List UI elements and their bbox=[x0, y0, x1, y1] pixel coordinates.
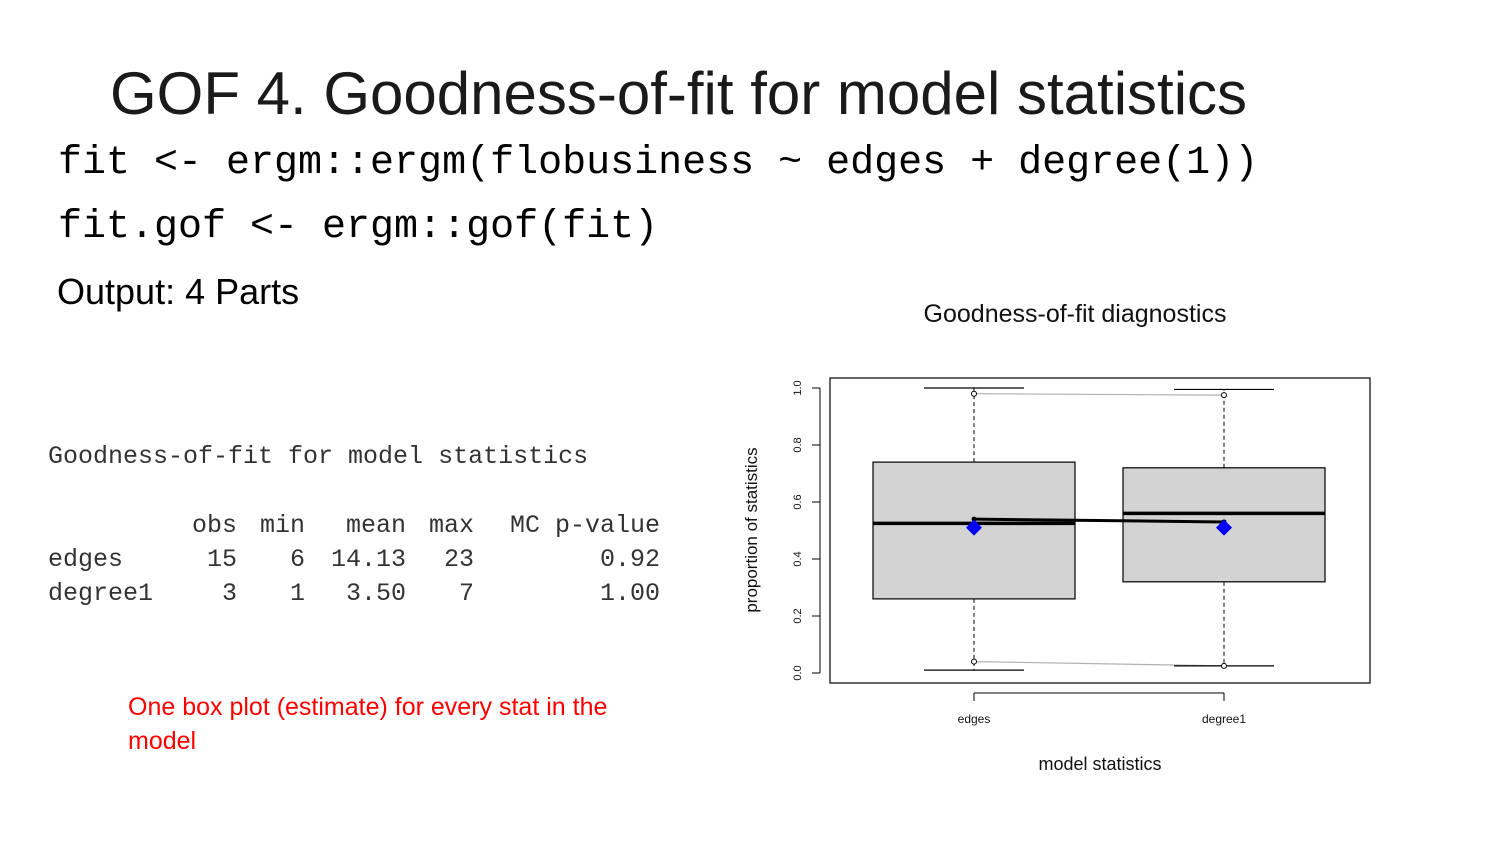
table-cell: 14.13 bbox=[330, 545, 406, 574]
observed-point bbox=[966, 519, 982, 536]
chart-title: Goodness-of-fit diagnostics bbox=[924, 300, 1227, 328]
code-line-gof: fit.gof <- ergm::gof(fit) bbox=[58, 205, 659, 250]
table-row: edges 15 6 14.13 23 0.92 bbox=[48, 543, 660, 577]
table-header-cell bbox=[48, 509, 183, 543]
gof-diagnostics-chart: Goodness-of-fit diagnostics 0.0 0.2 0.4 0.6… bbox=[742, 300, 1371, 774]
table-cell: 0.92 bbox=[599, 545, 660, 574]
slide-title: GOF 4. Goodness-of-fit for model statist… bbox=[110, 60, 1248, 127]
y-tick-label: 0.8 bbox=[792, 437, 804, 452]
y-tick-label: 0.4 bbox=[792, 551, 804, 566]
table-cell: 7 bbox=[458, 579, 474, 608]
table-header-row: obs min mean max MC p-value bbox=[48, 509, 660, 543]
table-header-cell: obs bbox=[191, 511, 237, 540]
mean-point bbox=[971, 516, 977, 522]
observed-points bbox=[966, 519, 1232, 536]
output-subheading: Output: 4 Parts bbox=[57, 271, 300, 312]
table-cell: 23 bbox=[443, 545, 474, 574]
table-cell: 1.00 bbox=[599, 579, 660, 608]
gof-output-table: obs min mean max MC p-value edges 15 6 1… bbox=[48, 509, 660, 611]
table-cell: 6 bbox=[289, 545, 305, 574]
table-header-cell: max bbox=[428, 511, 474, 540]
code-line-fit: fit <- ergm::ergm(flobusiness ~ edges + … bbox=[58, 141, 1259, 186]
upper-bound-point bbox=[971, 390, 977, 397]
upper-bound-line bbox=[973, 393, 1225, 396]
table-header-cell: min bbox=[259, 511, 305, 540]
table-cell: 1 bbox=[289, 579, 305, 608]
x-axis-label: model statistics bbox=[1038, 754, 1161, 774]
bound-lines bbox=[973, 393, 1225, 667]
x-axis: edges degree1 bbox=[958, 692, 1246, 726]
y-tick-label: 0.0 bbox=[792, 665, 804, 680]
y-axis: 0.0 0.2 0.4 0.6 0.8 1.0 bbox=[792, 380, 821, 681]
y-tick-label: 1.0 bbox=[792, 380, 804, 395]
gof-output-heading: Goodness-of-fit for model statistics bbox=[48, 442, 589, 471]
y-axis-label: proportion of statistics bbox=[742, 447, 761, 612]
table-header-cell: mean bbox=[345, 511, 406, 540]
y-tick-label: 0.6 bbox=[792, 494, 804, 509]
table-cell: edges bbox=[48, 545, 124, 574]
lower-bound-line bbox=[973, 661, 1225, 667]
lower-bound-point bbox=[971, 658, 977, 665]
upper-bound-point bbox=[1221, 392, 1227, 399]
table-row: degree1 3 1 3.50 7 1.00 bbox=[48, 577, 660, 611]
mean-line bbox=[973, 517, 1225, 524]
x-tick-label: edges bbox=[958, 712, 991, 726]
table-cell: degree1 bbox=[48, 579, 154, 608]
annotation-note: One box plot (estimate) for every stat i… bbox=[128, 693, 608, 755]
table-cell: 3 bbox=[221, 579, 237, 608]
y-tick-label: 0.2 bbox=[792, 608, 804, 623]
observed-point bbox=[1216, 519, 1232, 536]
table-cell: 3.50 bbox=[345, 579, 406, 608]
table-cell: 15 bbox=[206, 545, 237, 574]
plot-frame bbox=[829, 377, 1371, 684]
box-plots bbox=[872, 387, 1326, 671]
lower-bound-point bbox=[1221, 662, 1227, 669]
x-tick-label: degree1 bbox=[1202, 712, 1246, 726]
table-header-cell: MC p-value bbox=[509, 511, 660, 540]
